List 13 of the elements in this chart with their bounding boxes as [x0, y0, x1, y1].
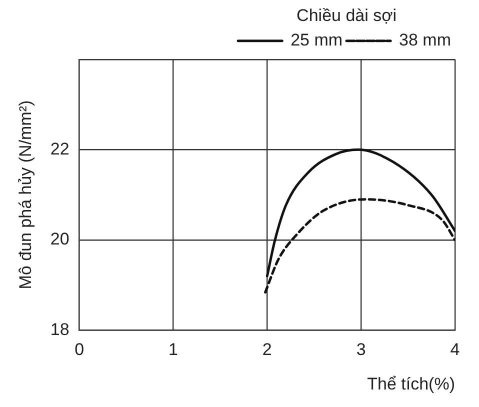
- legend-label: 38 mm: [399, 30, 452, 50]
- legend-title: Chiều dài sợi: [296, 6, 397, 26]
- x-tick-label: 1: [168, 340, 178, 360]
- y-tick-label: 18: [50, 320, 70, 339]
- y-tick-label: 20: [50, 230, 70, 249]
- legend-label: 25 mm: [290, 30, 343, 50]
- x-tick-label: 4: [450, 340, 460, 360]
- x-tick-label: 3: [356, 340, 366, 360]
- x-tick-label: 2: [262, 340, 272, 360]
- y-axis-title: Mô đun phá hủy (N/mm²): [16, 100, 35, 290]
- y-tick-label: 22: [50, 139, 70, 158]
- x-axis-title: Thể tích(%): [367, 374, 455, 394]
- x-tick-label: 0: [74, 340, 84, 360]
